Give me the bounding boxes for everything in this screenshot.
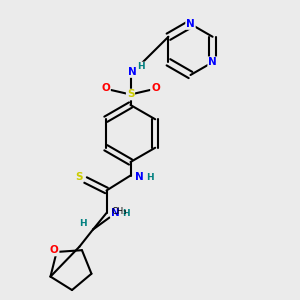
Text: H: H: [137, 62, 145, 71]
Text: O: O: [151, 82, 160, 93]
Text: S: S: [127, 89, 134, 100]
Text: N: N: [111, 208, 120, 218]
Text: N: N: [135, 172, 144, 182]
Text: CH₃: CH₃: [112, 207, 128, 216]
Text: O: O: [50, 245, 58, 256]
Text: H: H: [79, 219, 86, 228]
Text: N: N: [186, 19, 195, 29]
Text: H: H: [146, 172, 154, 182]
Text: N: N: [128, 67, 136, 77]
Text: H: H: [122, 208, 130, 217]
Text: N: N: [208, 57, 217, 67]
Text: O: O: [101, 82, 110, 93]
Text: S: S: [75, 172, 82, 182]
